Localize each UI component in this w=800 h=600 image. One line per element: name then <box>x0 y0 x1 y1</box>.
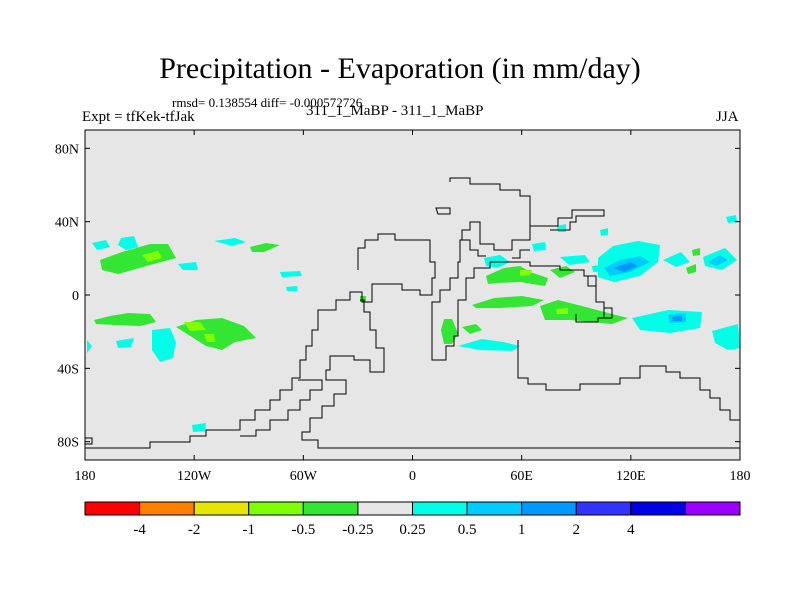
field-patch <box>708 255 728 266</box>
plot-title: Precipitation - Evaporation (in mm/day) <box>159 52 641 85</box>
field-patch <box>250 243 280 252</box>
colorbar-label: 0.5 <box>458 522 477 538</box>
coastline-east-asia <box>530 209 605 231</box>
field-patch <box>94 313 156 326</box>
field-patch <box>116 338 134 348</box>
field-patch <box>520 270 532 276</box>
colorbar-box <box>684 501 741 516</box>
colorbar-label: 0.25 <box>399 522 425 538</box>
stats-label: rmsd= 0.138554 diff= -0.000572726 <box>172 95 363 110</box>
lat-tick-label: 80N <box>55 142 79 157</box>
lon-tick-label: 180 <box>75 469 96 484</box>
lon-tick-label: 120W <box>177 469 212 484</box>
lon-tick-label: 120E <box>616 469 646 484</box>
lat-tick-label: 40S <box>57 362 79 377</box>
colorbar-box <box>357 501 413 516</box>
coastline-eurasia <box>431 177 605 361</box>
field-patch <box>92 240 110 250</box>
field-patch <box>462 324 482 334</box>
colorbar-box <box>575 501 632 516</box>
colorbar-label: -2 <box>188 522 201 538</box>
colorbar-label: -4 <box>133 522 146 538</box>
colorbar-box <box>466 501 523 516</box>
field-patch <box>192 423 206 432</box>
field-patch <box>614 262 638 272</box>
lat-tick-label: 0 <box>72 289 79 304</box>
field-patch <box>486 266 548 286</box>
colorbar-box <box>521 501 577 516</box>
colorbar-box <box>248 501 304 516</box>
field-patch <box>556 308 568 314</box>
field-patch <box>550 266 575 278</box>
coastline-asia-south <box>512 249 530 259</box>
coastline-americas <box>85 233 436 449</box>
field-patch <box>118 236 138 250</box>
field-patch <box>152 328 176 362</box>
field-patch <box>692 248 700 256</box>
field-patch <box>560 255 590 265</box>
season-label: JJA <box>716 109 739 125</box>
field-patch <box>360 296 366 302</box>
experiment-label: Expt = tfKek-tfJak <box>82 109 195 125</box>
latitude-axis: 80N 40N 0 40S 80S <box>55 142 740 451</box>
colorbar: -4 -2 -1 -0.5 -0.25 0.25 0.5 1 2 4 <box>84 501 741 538</box>
map-background <box>85 130 740 460</box>
field-patch <box>592 265 604 272</box>
lon-tick-label: 60E <box>510 469 533 484</box>
longitude-axis: 180 120W 60W 0 60E 120E 180 <box>75 130 751 484</box>
colorbar-box <box>630 501 686 516</box>
colorbar-box <box>139 501 195 516</box>
colorbar-label: 1 <box>518 522 526 538</box>
colorbar-label: 4 <box>627 522 635 538</box>
field-patch <box>726 215 737 223</box>
field-patch <box>532 242 546 251</box>
field-patch <box>663 252 690 267</box>
field-patch <box>472 296 544 308</box>
field-patch <box>87 340 92 353</box>
coastline-islands <box>435 207 613 319</box>
colorbar-box <box>412 501 468 516</box>
field-patch <box>712 324 740 350</box>
field-patch <box>184 322 206 331</box>
field-patches <box>87 215 740 432</box>
field-patch <box>286 286 297 291</box>
coastline-antarctic <box>517 340 741 440</box>
coastlines <box>85 177 741 449</box>
coastline-gulf <box>462 239 486 257</box>
colorbar-box <box>84 501 141 516</box>
field-patch <box>672 316 682 321</box>
field-patch <box>686 264 696 274</box>
coastline-polar <box>85 437 93 445</box>
lat-tick-label: 40N <box>55 216 79 231</box>
colorbar-label: -0.5 <box>291 522 315 538</box>
lon-tick-label: 180 <box>730 469 751 484</box>
field-patch <box>204 334 215 342</box>
colorbar-label: -0.25 <box>342 522 373 538</box>
coastline-americas-east <box>301 299 740 449</box>
colorbar-box <box>193 501 250 516</box>
colorbar-label: -1 <box>243 522 256 538</box>
colorbar-label: 2 <box>573 522 581 538</box>
lon-tick-label: 0 <box>409 469 416 484</box>
field-patch <box>600 228 608 236</box>
lon-tick-label: 60W <box>290 469 318 484</box>
colorbar-box <box>302 501 359 516</box>
runs-label: 311_1_MaBP - 311_1_MaBP <box>306 103 484 119</box>
field-patch <box>458 339 520 351</box>
field-patch <box>178 262 198 270</box>
field-patch <box>280 271 302 277</box>
lat-tick-label: 80S <box>57 436 79 451</box>
field-patch <box>214 238 246 246</box>
coastline-south-tip <box>240 379 323 437</box>
field-patch <box>142 251 162 262</box>
